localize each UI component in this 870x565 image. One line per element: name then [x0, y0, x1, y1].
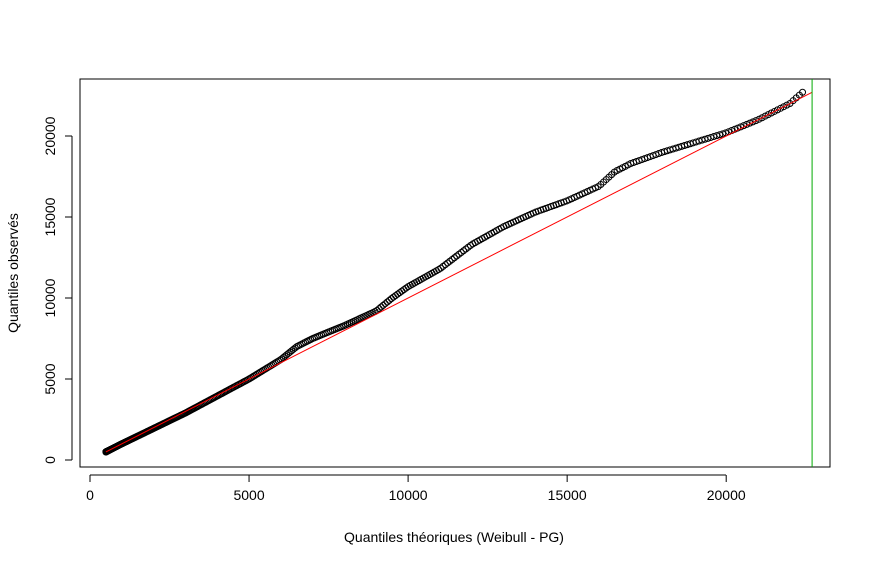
- data-point: [437, 264, 445, 272]
- data-point: [383, 298, 391, 306]
- data-point: [441, 261, 449, 269]
- data-point: [379, 301, 387, 309]
- plot-frame: [79, 78, 831, 468]
- y-axis-title: Quantiles observés: [5, 213, 21, 333]
- data-point: [446, 257, 454, 265]
- y-tick-label: 5000: [42, 363, 58, 394]
- data-point: [448, 256, 456, 264]
- data-point: [439, 262, 447, 270]
- x-tick-label: 0: [86, 487, 94, 503]
- data-point: [291, 344, 299, 352]
- data-point: [799, 88, 807, 96]
- data-point: [381, 300, 389, 308]
- x-axis: 0 5000 10000 15000 20000: [86, 474, 746, 503]
- x-tick-label: 10000: [389, 487, 428, 503]
- data-point: [749, 118, 757, 126]
- reference-line: [105, 91, 813, 453]
- data-point: [746, 119, 754, 127]
- x-tick-label: 15000: [548, 487, 587, 503]
- y-axis: 0 5000 10000 15000 20000: [42, 116, 73, 464]
- data-point: [450, 254, 458, 262]
- x-tick-label: 5000: [233, 487, 264, 503]
- x-axis-title: Quantiles théoriques (Weibull - PG): [344, 529, 564, 545]
- y-tick-label: 20000: [42, 116, 58, 155]
- y-tick-label: 10000: [42, 278, 58, 317]
- data-point: [444, 259, 452, 267]
- data-point: [719, 130, 727, 138]
- y-tick-label: 0: [42, 456, 58, 464]
- x-tick-label: 20000: [707, 487, 746, 503]
- y-tick-label: 15000: [42, 197, 58, 236]
